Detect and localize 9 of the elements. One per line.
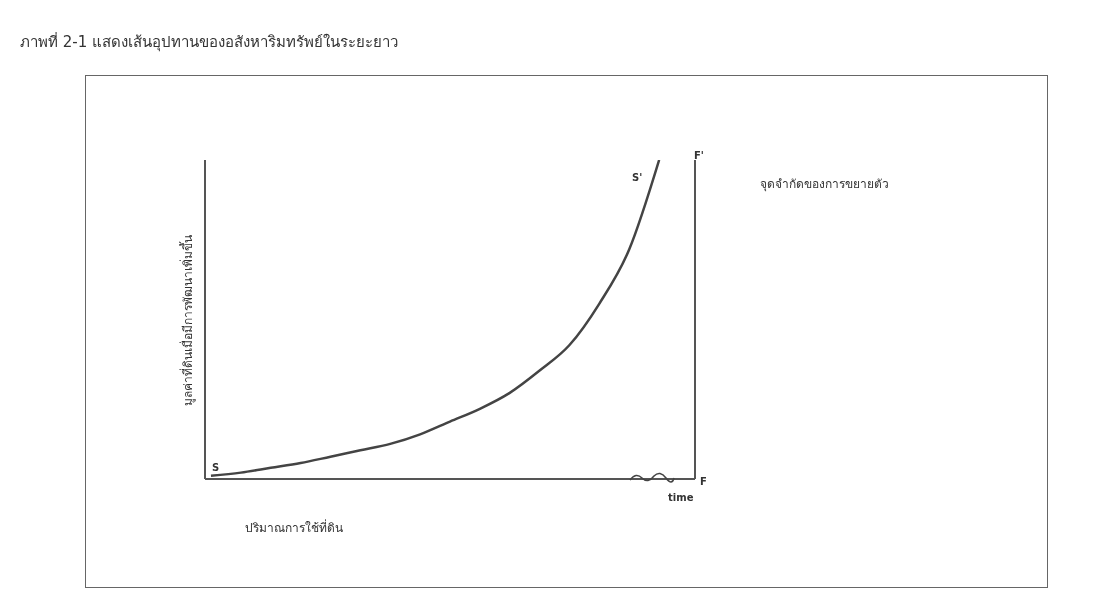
annotation: S' (632, 172, 643, 183)
annotation: F' (694, 150, 704, 161)
chart-title: ภาพที่ 2-1 แสดงเส้นอุปทานของอสังหาริมทรัพย์ในระยะยาว (20, 31, 399, 54)
annotation: S (212, 462, 220, 473)
text: F (700, 476, 707, 487)
x-axis-title: ปริมาณการใช้ที่ดิน (245, 518, 343, 537)
y-axis-title: มูลค่าที่ดินเมื่อมีการพัฒนาเพิ่มขึ้น (178, 234, 197, 406)
text: จุดจำกัดของการขยายตัว (760, 176, 889, 193)
text: time (668, 492, 694, 503)
